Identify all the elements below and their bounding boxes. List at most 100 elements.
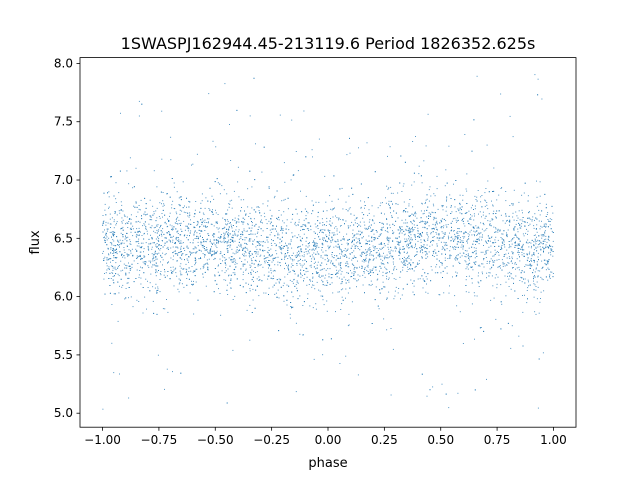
data-point	[432, 240, 433, 241]
data-point	[124, 267, 126, 269]
data-point	[123, 249, 125, 251]
data-point	[445, 169, 447, 171]
data-point	[533, 252, 535, 254]
data-point	[489, 272, 491, 274]
data-point	[122, 210, 124, 212]
data-point	[269, 229, 271, 231]
data-point	[485, 215, 487, 217]
data-point	[324, 259, 326, 261]
data-point	[301, 251, 303, 253]
data-point	[326, 254, 328, 256]
data-point	[470, 266, 472, 268]
data-point	[107, 247, 109, 249]
data-point	[216, 223, 218, 224]
data-point	[501, 269, 503, 271]
data-point	[470, 229, 472, 231]
data-point	[436, 233, 438, 235]
data-point	[280, 228, 282, 229]
data-point	[267, 275, 269, 277]
data-point	[392, 233, 394, 235]
data-point	[323, 304, 325, 306]
data-point	[211, 250, 213, 252]
data-point	[540, 225, 542, 227]
data-point	[242, 253, 243, 255]
data-point	[226, 284, 228, 286]
data-point	[186, 269, 188, 271]
data-point	[357, 238, 359, 240]
data-point	[299, 263, 301, 265]
data-point	[244, 237, 246, 239]
data-point	[271, 239, 272, 241]
data-point	[271, 255, 273, 257]
data-point	[246, 243, 247, 245]
data-point	[398, 250, 400, 252]
data-point	[389, 251, 391, 253]
data-point	[130, 229, 132, 230]
data-point	[356, 280, 358, 282]
data-point	[422, 246, 424, 247]
data-point	[179, 251, 181, 253]
data-point	[157, 230, 159, 232]
data-point	[518, 210, 520, 212]
data-point	[463, 233, 465, 235]
data-point	[246, 237, 248, 239]
data-point	[228, 239, 230, 241]
data-point	[458, 209, 460, 211]
data-point	[308, 230, 310, 231]
data-point	[336, 228, 338, 230]
data-point	[281, 245, 283, 246]
data-point	[214, 253, 216, 255]
data-point	[230, 222, 231, 224]
data-point	[534, 284, 536, 286]
data-point	[529, 223, 531, 225]
data-point	[235, 261, 237, 263]
data-point	[542, 246, 544, 248]
data-point	[275, 292, 277, 294]
data-point	[334, 255, 336, 256]
data-point	[219, 236, 221, 238]
data-point	[258, 240, 260, 242]
data-point	[243, 255, 245, 257]
data-point	[340, 262, 342, 264]
data-point	[429, 186, 431, 188]
data-point	[494, 249, 496, 251]
data-point	[232, 272, 234, 274]
data-point	[340, 273, 342, 275]
data-point	[414, 234, 416, 236]
data-point	[145, 207, 147, 209]
data-point	[198, 236, 200, 238]
data-point	[545, 263, 547, 265]
data-point	[315, 246, 316, 248]
data-point	[167, 271, 169, 272]
data-point	[352, 193, 354, 195]
data-point	[433, 228, 435, 230]
data-point	[118, 265, 120, 266]
data-point	[214, 252, 216, 254]
data-point	[548, 240, 550, 242]
data-point	[380, 243, 382, 245]
data-point	[125, 272, 127, 274]
data-point	[477, 238, 479, 240]
data-point	[506, 234, 508, 236]
data-point	[171, 204, 173, 206]
data-point	[189, 235, 190, 237]
data-point	[533, 296, 535, 298]
data-point	[411, 231, 413, 233]
data-point	[405, 228, 407, 230]
data-point	[354, 271, 356, 273]
data-point	[372, 259, 374, 261]
data-point	[458, 219, 459, 221]
data-point	[341, 281, 343, 282]
data-point	[227, 223, 228, 225]
data-point	[545, 226, 547, 228]
data-point	[169, 212, 171, 214]
data-point	[140, 258, 142, 260]
data-point	[492, 264, 494, 266]
data-point	[450, 198, 452, 199]
data-point	[404, 262, 406, 264]
data-point	[531, 264, 533, 266]
data-point	[474, 215, 475, 217]
data-point	[522, 217, 524, 218]
data-point	[431, 269, 433, 271]
